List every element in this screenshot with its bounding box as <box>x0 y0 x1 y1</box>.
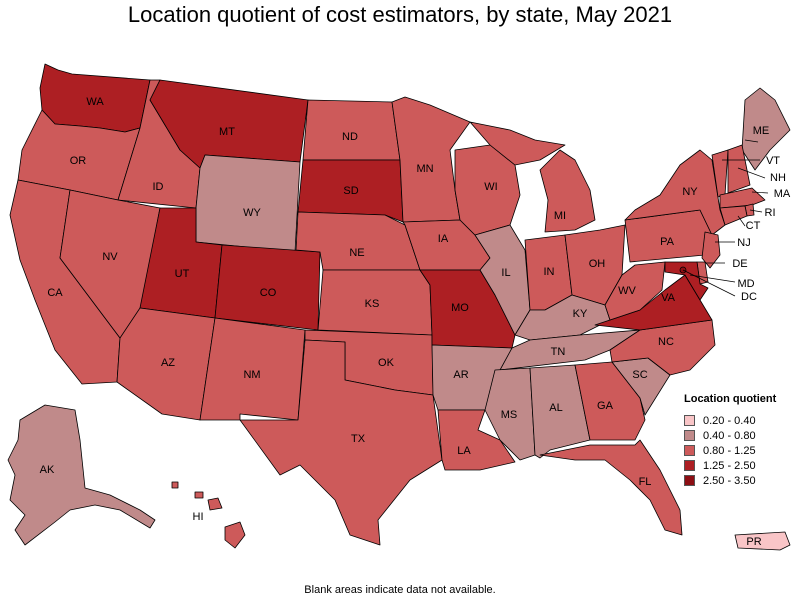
label-LA: LA <box>457 445 471 457</box>
label-NJ: NJ <box>737 237 750 249</box>
label-NC: NC <box>658 336 674 348</box>
legend-swatch <box>684 445 695 456</box>
state-CT[interactable] <box>719 205 748 226</box>
label-ID: ID <box>153 181 164 193</box>
label-MI: MI <box>554 210 566 222</box>
state-ND[interactable] <box>302 99 401 161</box>
state-AK[interactable] <box>7 404 156 546</box>
label-AR: AR <box>453 369 468 381</box>
label-SD: SD <box>343 185 358 197</box>
state-FL[interactable] <box>539 439 683 536</box>
label-OK: OK <box>378 357 395 369</box>
map-title: Location quotient of cost estimators, by… <box>127 2 673 27</box>
legend-label: 0.40 - 0.80 <box>703 429 756 442</box>
legend-label: 0.20 - 0.40 <box>703 414 756 427</box>
label-NE: NE <box>349 247 364 259</box>
label-AK: AK <box>40 464 55 476</box>
label-CA: CA <box>47 287 63 299</box>
label-WA: WA <box>86 96 104 108</box>
label-WI: WI <box>484 181 497 193</box>
legend-label: 0.80 - 1.25 <box>703 444 756 457</box>
label-GA: GA <box>597 400 614 412</box>
label-MN: MN <box>416 163 433 175</box>
label-MT: MT <box>219 126 235 138</box>
legend-swatch <box>684 475 695 486</box>
label-FL: FL <box>639 476 652 488</box>
label-TN: TN <box>551 346 566 358</box>
label-RI: RI <box>765 207 776 219</box>
legend-swatch <box>684 430 695 441</box>
label-SC: SC <box>632 369 647 381</box>
label-MD: MD <box>737 278 754 290</box>
label-CO: CO <box>260 287 277 299</box>
label-CT: CT <box>746 220 761 232</box>
legend-title: Location quotient <box>684 393 777 405</box>
state-NY[interactable] <box>624 149 726 236</box>
label-NV: NV <box>102 251 118 263</box>
label-TX: TX <box>351 433 366 445</box>
label-OH: OH <box>589 258 606 270</box>
legend-swatch <box>684 415 695 426</box>
state-PR[interactable] <box>734 531 791 551</box>
label-WV: WV <box>618 285 636 297</box>
state-HI[interactable] <box>224 521 246 549</box>
label-DC: DC <box>741 291 757 303</box>
legend-swatch <box>684 460 695 471</box>
state-HI-islands[interactable] <box>171 481 223 511</box>
state-NJ[interactable] <box>701 231 721 269</box>
label-VA: VA <box>661 292 676 304</box>
legend-label: 1.25 - 2.50 <box>703 459 756 472</box>
label-PR: PR <box>746 536 761 548</box>
label-NM: NM <box>243 369 260 381</box>
label-MA: MA <box>774 188 791 200</box>
label-IL: IL <box>501 267 510 279</box>
legend-item: 0.80 - 1.25 <box>684 443 796 458</box>
state-SD[interactable] <box>297 159 404 223</box>
label-KY: KY <box>573 308 588 320</box>
state-MN[interactable] <box>391 96 471 223</box>
label-HI: HI <box>193 511 204 523</box>
label-IN: IN <box>544 266 555 278</box>
legend-item: 0.40 - 0.80 <box>684 428 796 443</box>
state-NH[interactable] <box>727 144 751 194</box>
legend-item: 0.20 - 0.40 <box>684 413 796 428</box>
legend-item: 1.25 - 2.50 <box>684 458 796 473</box>
label-UT: UT <box>175 268 190 280</box>
label-MS: MS <box>501 409 518 421</box>
label-KS: KS <box>365 298 380 310</box>
label-VT: VT <box>766 155 780 167</box>
label-WY: WY <box>243 207 261 219</box>
state-TX[interactable] <box>239 339 443 546</box>
state-MA[interactable] <box>719 187 766 209</box>
state-WV[interactable] <box>604 261 666 321</box>
state-MI-UP[interactable] <box>469 121 566 166</box>
state-MI[interactable] <box>539 149 596 233</box>
label-ME: ME <box>753 125 770 137</box>
label-IA: IA <box>438 233 449 245</box>
legend-label: 2.50 - 3.50 <box>703 474 756 487</box>
state-MD[interactable] <box>664 261 709 301</box>
label-AZ: AZ <box>161 357 175 369</box>
label-DE: DE <box>732 258 747 270</box>
label-AL: AL <box>549 402 562 414</box>
state-WY[interactable] <box>195 154 301 253</box>
label-ND: ND <box>342 131 358 143</box>
state-ME[interactable] <box>741 87 791 171</box>
label-MO: MO <box>451 302 469 314</box>
label-NY: NY <box>682 186 698 198</box>
label-PA: PA <box>660 236 675 248</box>
label-OR: OR <box>70 155 87 167</box>
state-LA[interactable] <box>437 409 516 471</box>
legend: Location quotient 0.20 - 0.40 0.40 - 0.8… <box>684 393 796 488</box>
legend-item: 2.50 - 3.50 <box>684 473 796 488</box>
footnote: Blank areas indicate data not available. <box>304 584 496 596</box>
label-NH: NH <box>770 172 786 184</box>
